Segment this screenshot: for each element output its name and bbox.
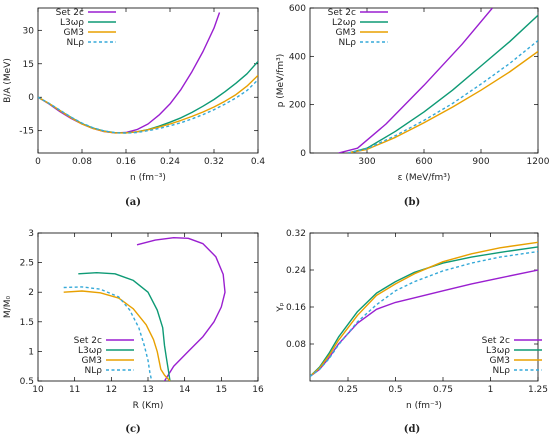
legend-label: Set 2c bbox=[56, 8, 84, 18]
series-line-gm3 bbox=[38, 74, 258, 134]
y-tick-label: -15 bbox=[19, 127, 34, 137]
x-tick-label: 13 bbox=[142, 385, 153, 395]
legend-label: L3ωρ bbox=[60, 18, 84, 28]
series-line-l3 bbox=[310, 246, 538, 377]
y-axis-label: M/M₀ bbox=[3, 296, 13, 319]
y-axis-label: Yₚ bbox=[276, 302, 286, 312]
x-tick-label: 11 bbox=[69, 385, 80, 395]
series-line-gm3 bbox=[347, 50, 538, 153]
x-tick-label: 600 bbox=[415, 157, 432, 167]
series-line-gm3 bbox=[63, 290, 171, 381]
y-tick-label: 0 bbox=[28, 93, 34, 103]
y-tick-label: 600 bbox=[289, 4, 306, 14]
legend-label: L3ωρ bbox=[78, 346, 102, 356]
x-tick-label: 0.25 bbox=[338, 385, 358, 395]
series-line-nl bbox=[347, 40, 538, 153]
legend-label: L2ωρ bbox=[332, 18, 356, 28]
x-axis-label: ε (MeV/fm³) bbox=[398, 173, 451, 183]
legend-label: NLρ bbox=[493, 366, 511, 376]
x-tick-label: 0 bbox=[35, 157, 41, 167]
y-tick-label: 30 bbox=[23, 26, 35, 36]
series-line-gm3 bbox=[310, 241, 538, 377]
plot-frame bbox=[37, 232, 259, 382]
x-tick-label: 1200 bbox=[527, 157, 550, 167]
legend-label: Set 2c bbox=[74, 336, 102, 346]
legend-label: NLρ bbox=[339, 38, 357, 48]
panel-caption: (d) bbox=[404, 424, 420, 435]
x-tick-label: 1.25 bbox=[528, 385, 548, 395]
x-tick-label: 0.5 bbox=[388, 385, 402, 395]
x-tick-label: 14 bbox=[179, 385, 191, 395]
x-tick-label: 10 bbox=[32, 385, 44, 395]
x-axis-label: n (fm⁻³) bbox=[406, 401, 442, 411]
legend-label: GM3 bbox=[82, 356, 102, 366]
y-tick-label: 1 bbox=[28, 347, 34, 357]
legend-label: GM3 bbox=[336, 28, 356, 38]
series-line-set2c bbox=[338, 8, 493, 153]
series-group bbox=[38, 12, 258, 134]
series-group bbox=[310, 241, 538, 377]
legend-label: L3ωρ bbox=[486, 346, 510, 356]
y-tick-label: 0.16 bbox=[286, 303, 306, 313]
legend-label: GM3 bbox=[64, 28, 84, 38]
chart-panel-a: 0 0.08 0.16 0.24 0.32 0.4 -15 0 15 30 n (fm⁻³) B/A … bbox=[3, 7, 266, 208]
x-tick-label: 16 bbox=[252, 385, 264, 395]
series-line-nl bbox=[38, 79, 258, 134]
panel-caption: (a) bbox=[125, 197, 141, 208]
y-axis-label: B/A (MeV) bbox=[3, 58, 13, 103]
y-tick-label: 0.32 bbox=[286, 229, 306, 239]
x-tick-label: 0.24 bbox=[160, 157, 180, 167]
chart-panel-d: 0.25 0.5 0.75 1 1.25 0.08 0.16 0.24 0.32 n (fm⁻³)… bbox=[276, 229, 548, 435]
x-tick-label: 12 bbox=[106, 385, 117, 395]
y-tick-label: 400 bbox=[289, 52, 306, 62]
x-axis-label: n (fm⁻³) bbox=[130, 173, 166, 183]
plot-frame bbox=[37, 7, 259, 154]
y-tick-label: 1.5 bbox=[20, 318, 34, 328]
legend-label: NLρ bbox=[67, 38, 85, 48]
y-tick-label: 0.08 bbox=[286, 340, 306, 350]
legend-label: GM3 bbox=[490, 356, 510, 366]
x-tick-label: 0.32 bbox=[204, 157, 224, 167]
series-line-l3 bbox=[347, 14, 538, 153]
x-tick-label: 1 bbox=[488, 385, 494, 395]
y-tick-label: 0.5 bbox=[20, 377, 34, 387]
x-tick-label: 0.4 bbox=[251, 157, 266, 167]
legend-label: NLρ bbox=[85, 366, 103, 376]
panel-caption: (c) bbox=[125, 424, 141, 435]
y-tick-label: 0.24 bbox=[286, 266, 306, 276]
panel-caption: (b) bbox=[404, 197, 420, 208]
y-tick-label: 15 bbox=[23, 60, 34, 70]
x-axis-label: R (Km) bbox=[133, 401, 164, 411]
legend-label: Set 2c bbox=[482, 336, 510, 346]
y-tick-label: 3 bbox=[28, 229, 34, 239]
y-axis-label: p (MeV/fm³) bbox=[276, 54, 286, 108]
x-tick-label: 15 bbox=[216, 385, 227, 395]
chart-panel-b: 300 600 900 1200 0 200 400 600 ε (MeV/fm³) p (MeV… bbox=[276, 4, 550, 208]
series-group bbox=[63, 237, 226, 381]
legend-label: Set 2c bbox=[328, 8, 356, 18]
y-tick-label: 200 bbox=[289, 101, 306, 111]
x-tick-label: 0.16 bbox=[116, 157, 136, 167]
x-tick-label: 900 bbox=[472, 157, 489, 167]
x-tick-label: 300 bbox=[358, 157, 375, 167]
series-line-nl bbox=[63, 286, 153, 381]
series-line-l3 bbox=[78, 272, 171, 381]
x-tick-label: 0.08 bbox=[72, 157, 92, 167]
series-line-l3 bbox=[38, 61, 258, 134]
y-tick-label: 2.5 bbox=[20, 259, 34, 269]
chart-panel-c: 10 11 12 13 14 15 16 0.5 1 1.5 2 2.5 3 R (Km) M/M₀ Set … bbox=[3, 229, 264, 435]
y-tick-label: 2 bbox=[28, 288, 34, 298]
series-line-nl bbox=[310, 250, 538, 377]
x-tick-label: 0.75 bbox=[433, 385, 453, 395]
series-group bbox=[338, 8, 538, 153]
series-line-set2c bbox=[136, 237, 226, 381]
y-tick-label: 0 bbox=[300, 149, 306, 159]
